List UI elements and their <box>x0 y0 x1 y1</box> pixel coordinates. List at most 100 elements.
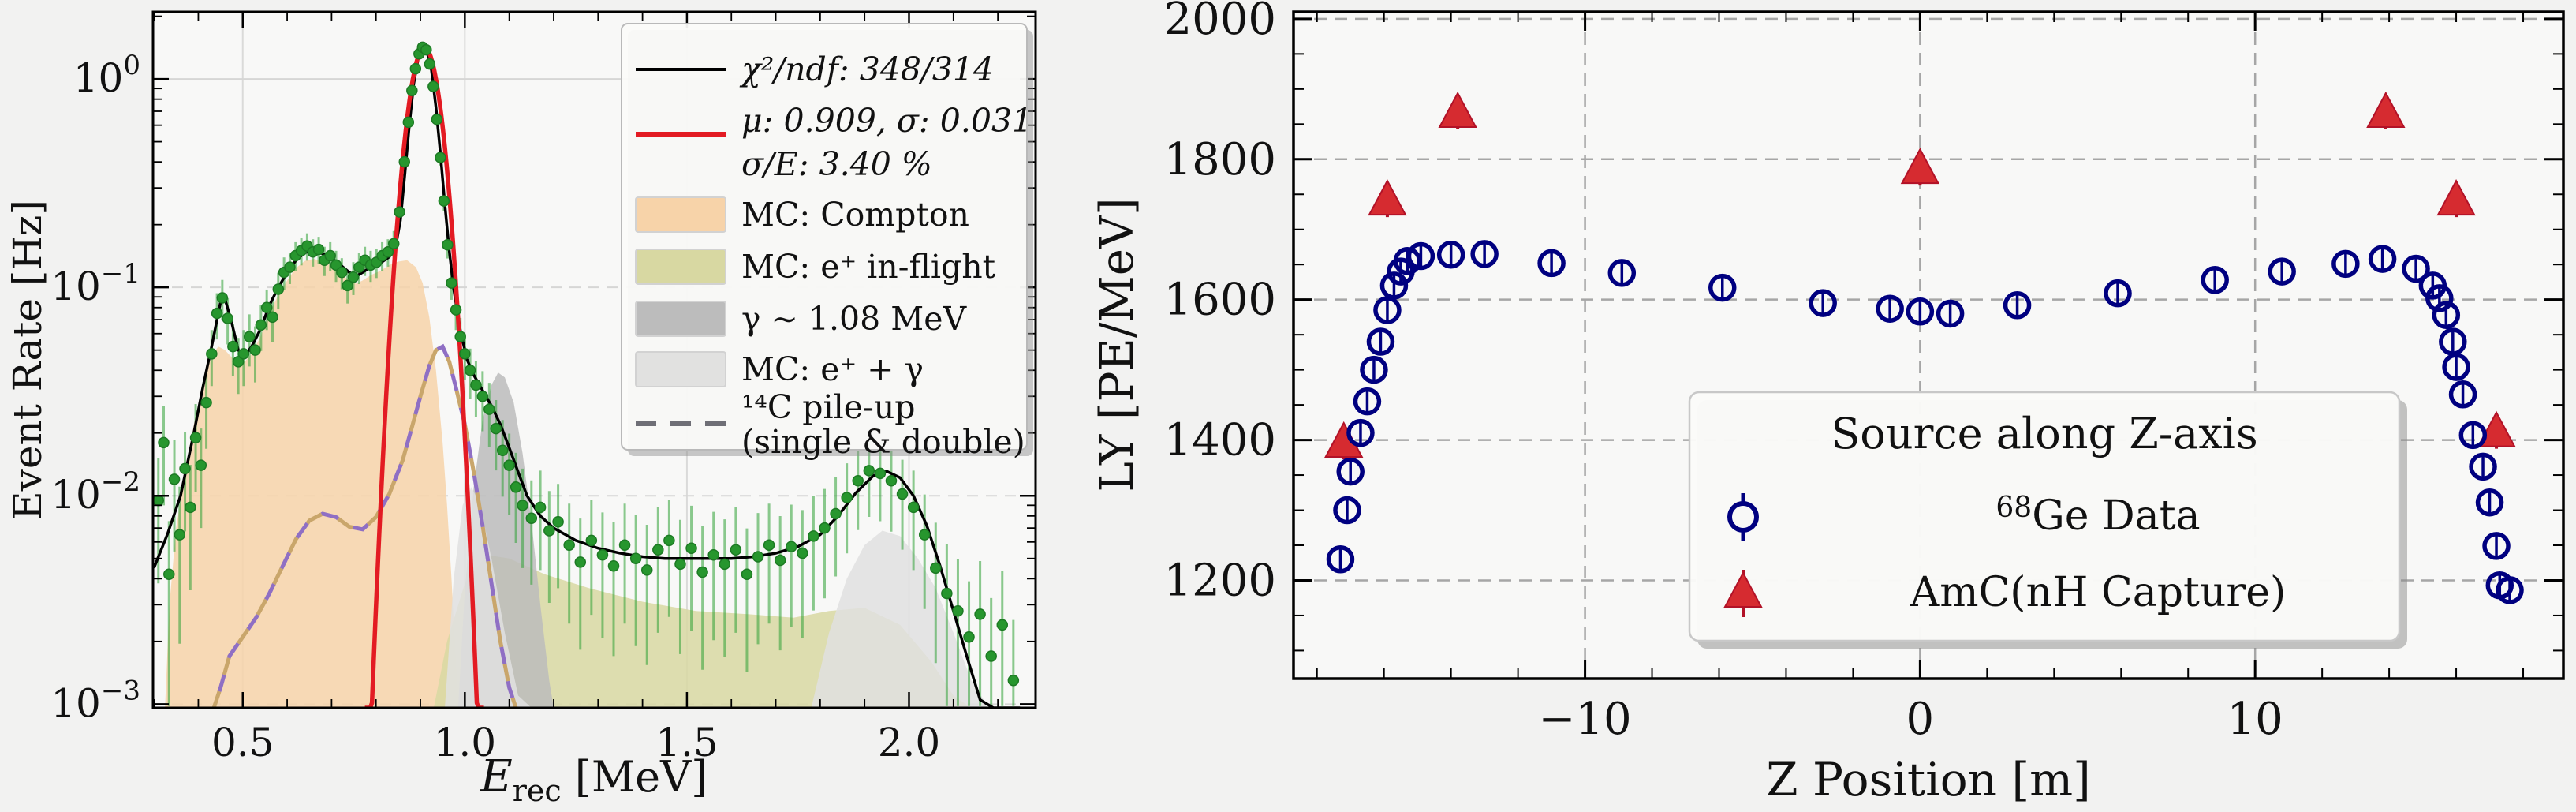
ge68-point <box>2439 327 2467 356</box>
data-point <box>267 311 278 324</box>
data-point <box>874 467 887 480</box>
svg-text:1200: 1200 <box>1163 555 1276 606</box>
data-point <box>427 80 439 92</box>
x-axis-label: Z Position [m] <box>1766 753 2090 806</box>
energy-spectrum-chart: 0.5 1.0 1.5 2.0 100 10−1 10−2 10−3 Erec [MeV] Eve… <box>5 10 1037 808</box>
ge68-point <box>2268 257 2296 286</box>
data-point <box>398 155 410 168</box>
data-point <box>730 544 742 556</box>
ge68-point <box>1708 273 1737 302</box>
data-point <box>435 152 446 163</box>
data-point <box>543 525 555 537</box>
data-point <box>974 608 986 620</box>
ge68-point <box>2432 301 2461 330</box>
svg-text:10−3: 10−3 <box>50 675 140 726</box>
svg-text:1.5: 1.5 <box>655 720 719 765</box>
data-point <box>243 331 256 342</box>
svg-text:MC: e⁺ in-flight: MC: e⁺ in-flight <box>741 248 996 286</box>
light-yield-chart: Source along Z-axis 68Ge Data AmC(nH Captu… <box>1096 0 2565 806</box>
data-point <box>552 515 564 528</box>
data-point <box>490 422 502 435</box>
data-point <box>211 307 223 320</box>
data-point <box>896 488 909 500</box>
data-point <box>200 396 212 409</box>
energy-spectrum-figure: 0.5 1.0 1.5 2.0 100 10−1 10−2 10−3 Erec [MeV] Eve… <box>0 0 1096 812</box>
ge68-point <box>1360 355 1388 384</box>
ge68-point <box>2201 266 2229 294</box>
ge68-point <box>2475 488 2504 517</box>
ge68-point <box>1373 296 1402 324</box>
data-point <box>174 529 186 541</box>
tick-labels: 0.5 1.0 1.5 2.0 100 10−1 10−2 10−3 <box>50 50 940 765</box>
svg-text:1800: 1800 <box>1163 134 1276 185</box>
ge68-point <box>1906 297 1935 326</box>
svg-text:1600: 1600 <box>1163 275 1276 326</box>
data-point <box>534 501 547 514</box>
axes-frame <box>1292 10 2565 680</box>
svg-text:68Ge Data: 68Ge Data <box>1995 492 2200 540</box>
data-point <box>255 319 267 331</box>
data-point <box>222 312 233 324</box>
data-point <box>752 551 764 563</box>
data-point <box>312 243 325 256</box>
data-point <box>763 539 775 551</box>
x-axis-label: Erec [MeV] <box>480 751 707 808</box>
data-point <box>336 266 348 279</box>
data-point <box>260 301 273 314</box>
data-point <box>503 459 515 471</box>
data-point <box>483 403 495 415</box>
data-point <box>663 534 675 547</box>
c14-pileup-curve <box>211 343 518 708</box>
svg-text:0.5: 0.5 <box>211 720 274 765</box>
series-layer <box>153 41 1021 708</box>
ge68-point <box>1436 241 1465 269</box>
data-point <box>158 436 170 449</box>
svg-text:MC: e⁺ + γ: MC: e⁺ + γ <box>741 350 924 388</box>
svg-text:0: 0 <box>1906 694 1935 745</box>
data-point <box>841 492 853 503</box>
data-point <box>470 379 482 391</box>
y-axis-label: LY [PE/MeV] <box>1096 197 1144 492</box>
data-point <box>179 462 191 475</box>
ge68-point <box>2442 353 2470 381</box>
svg-text:MC: Compton: MC: Compton <box>741 196 969 234</box>
data-point <box>996 619 1009 631</box>
data-point <box>629 552 642 564</box>
svg-text:100: 100 <box>73 50 140 101</box>
data-point <box>227 340 239 353</box>
ge68-point <box>2448 380 2477 409</box>
data-point <box>185 501 196 514</box>
ge68-point <box>1353 387 1382 416</box>
light-yield-figure: Source along Z-axis 68Ge Data AmC(nH Captu… <box>1096 0 2576 812</box>
svg-text:χ²/ndf: 348/314: χ²/ndf: 348/314 <box>739 51 994 88</box>
data-point <box>153 494 165 507</box>
data-point <box>985 650 997 662</box>
data-point <box>963 631 975 643</box>
svg-text:1400: 1400 <box>1163 415 1276 466</box>
data-point <box>284 261 296 273</box>
ge68-point <box>1393 247 1422 275</box>
data-point <box>168 473 181 485</box>
data-point <box>907 501 920 514</box>
data-point <box>741 568 753 580</box>
svg-text:10−1: 10−1 <box>50 258 140 309</box>
data-point <box>786 541 797 552</box>
ge68-point <box>2368 245 2397 273</box>
data-point <box>406 84 418 97</box>
series-layer <box>1324 91 2524 604</box>
svg-text:σ/E: 3.40 %: σ/E: 3.40 % <box>741 145 932 183</box>
data-point <box>409 62 422 75</box>
svg-text:2000: 2000 <box>1163 0 1276 45</box>
data-point <box>719 558 731 571</box>
data-point <box>563 539 575 551</box>
data-point <box>330 259 342 271</box>
data-point <box>918 529 931 541</box>
svg-text:10−2: 10−2 <box>50 466 140 518</box>
data-point <box>607 560 620 572</box>
data-point <box>464 365 476 376</box>
amc-point <box>2477 410 2516 447</box>
data-point <box>819 522 831 534</box>
data-point <box>163 568 175 580</box>
data-point <box>774 554 786 567</box>
